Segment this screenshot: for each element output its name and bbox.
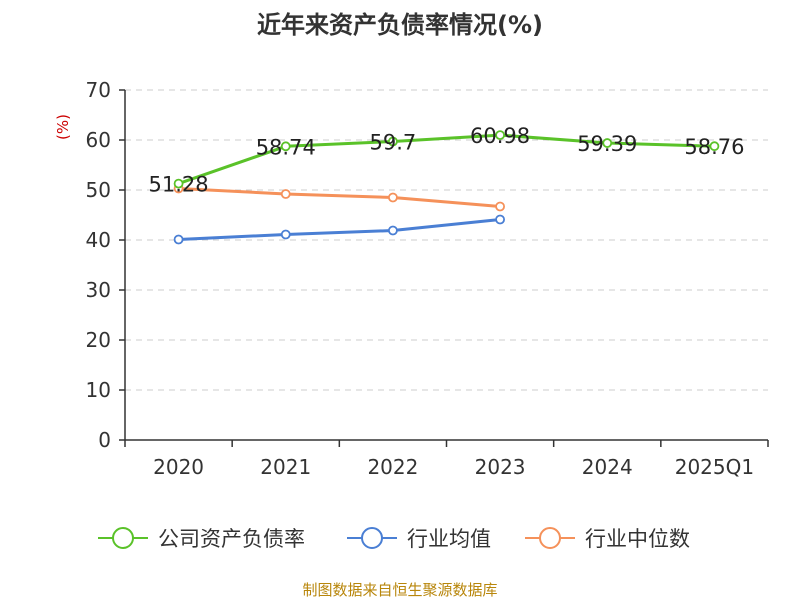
data-point [388, 136, 398, 147]
data-point [173, 178, 184, 189]
data-point [280, 229, 291, 240]
y-tick-label: 30 [86, 278, 111, 302]
data-point [388, 192, 398, 203]
x-tick-label: 2022 [367, 455, 418, 479]
series-line [178, 133, 715, 186]
data-point [495, 201, 505, 212]
x-tick-label: 2024 [582, 455, 633, 479]
x-tick-label: 2025Q1 [675, 455, 754, 479]
legend-label: 行业中位数 [585, 527, 690, 551]
data-point [602, 138, 613, 148]
data-point [173, 234, 184, 245]
y-tick-label: 60 [86, 128, 111, 152]
legend-marker [361, 527, 383, 549]
data-point [495, 214, 505, 225]
data-point [495, 130, 505, 141]
source-note: 制图数据来自恒生聚源数据库 [302, 581, 497, 599]
y-tick-label: 10 [86, 378, 111, 402]
legend-marker [539, 527, 561, 549]
y-tick-label: 20 [86, 328, 111, 352]
y-tick-label: 0 [98, 428, 111, 452]
data-label: 58.74 [256, 135, 316, 159]
data-labels: 51.28 58.74 59.7 60.98 59.39 58.76 [149, 124, 745, 197]
series-group [173, 130, 720, 245]
series-line [178, 218, 501, 241]
legend-label: 行业均值 [407, 527, 491, 551]
data-label: 51.28 [149, 173, 209, 197]
data-point [709, 141, 720, 152]
data-label: 59.7 [370, 131, 417, 155]
legend-marker [112, 527, 134, 549]
legend-label: 公司资产负债率 [158, 527, 305, 551]
grid-lines [125, 89, 768, 391]
data-point [388, 225, 398, 236]
y-tick-label: 40 [86, 228, 111, 252]
legend: 公司资产负债率 行业均值 行业中位数 [98, 527, 690, 551]
data-label: 58.76 [684, 135, 744, 159]
x-tick-label: 2021 [260, 455, 311, 479]
data-label: 60.98 [470, 124, 530, 148]
data-point [280, 189, 291, 199]
x-tick-label: 2023 [475, 455, 526, 479]
y-unit-label: (%) [54, 114, 72, 140]
x-tick-label: 2020 [153, 455, 204, 479]
chart-title: 近年来资产负债率情况(%) [257, 11, 543, 39]
y-tick-label: 70 [86, 78, 111, 102]
data-point [280, 141, 291, 152]
y-tick-label: 50 [86, 178, 111, 202]
data-label: 59.39 [577, 132, 637, 156]
axes: 0 10 20 30 40 50 60 70 2020 2021 2022 2023 2024 2025Q… [86, 78, 769, 479]
series-line [178, 187, 501, 208]
